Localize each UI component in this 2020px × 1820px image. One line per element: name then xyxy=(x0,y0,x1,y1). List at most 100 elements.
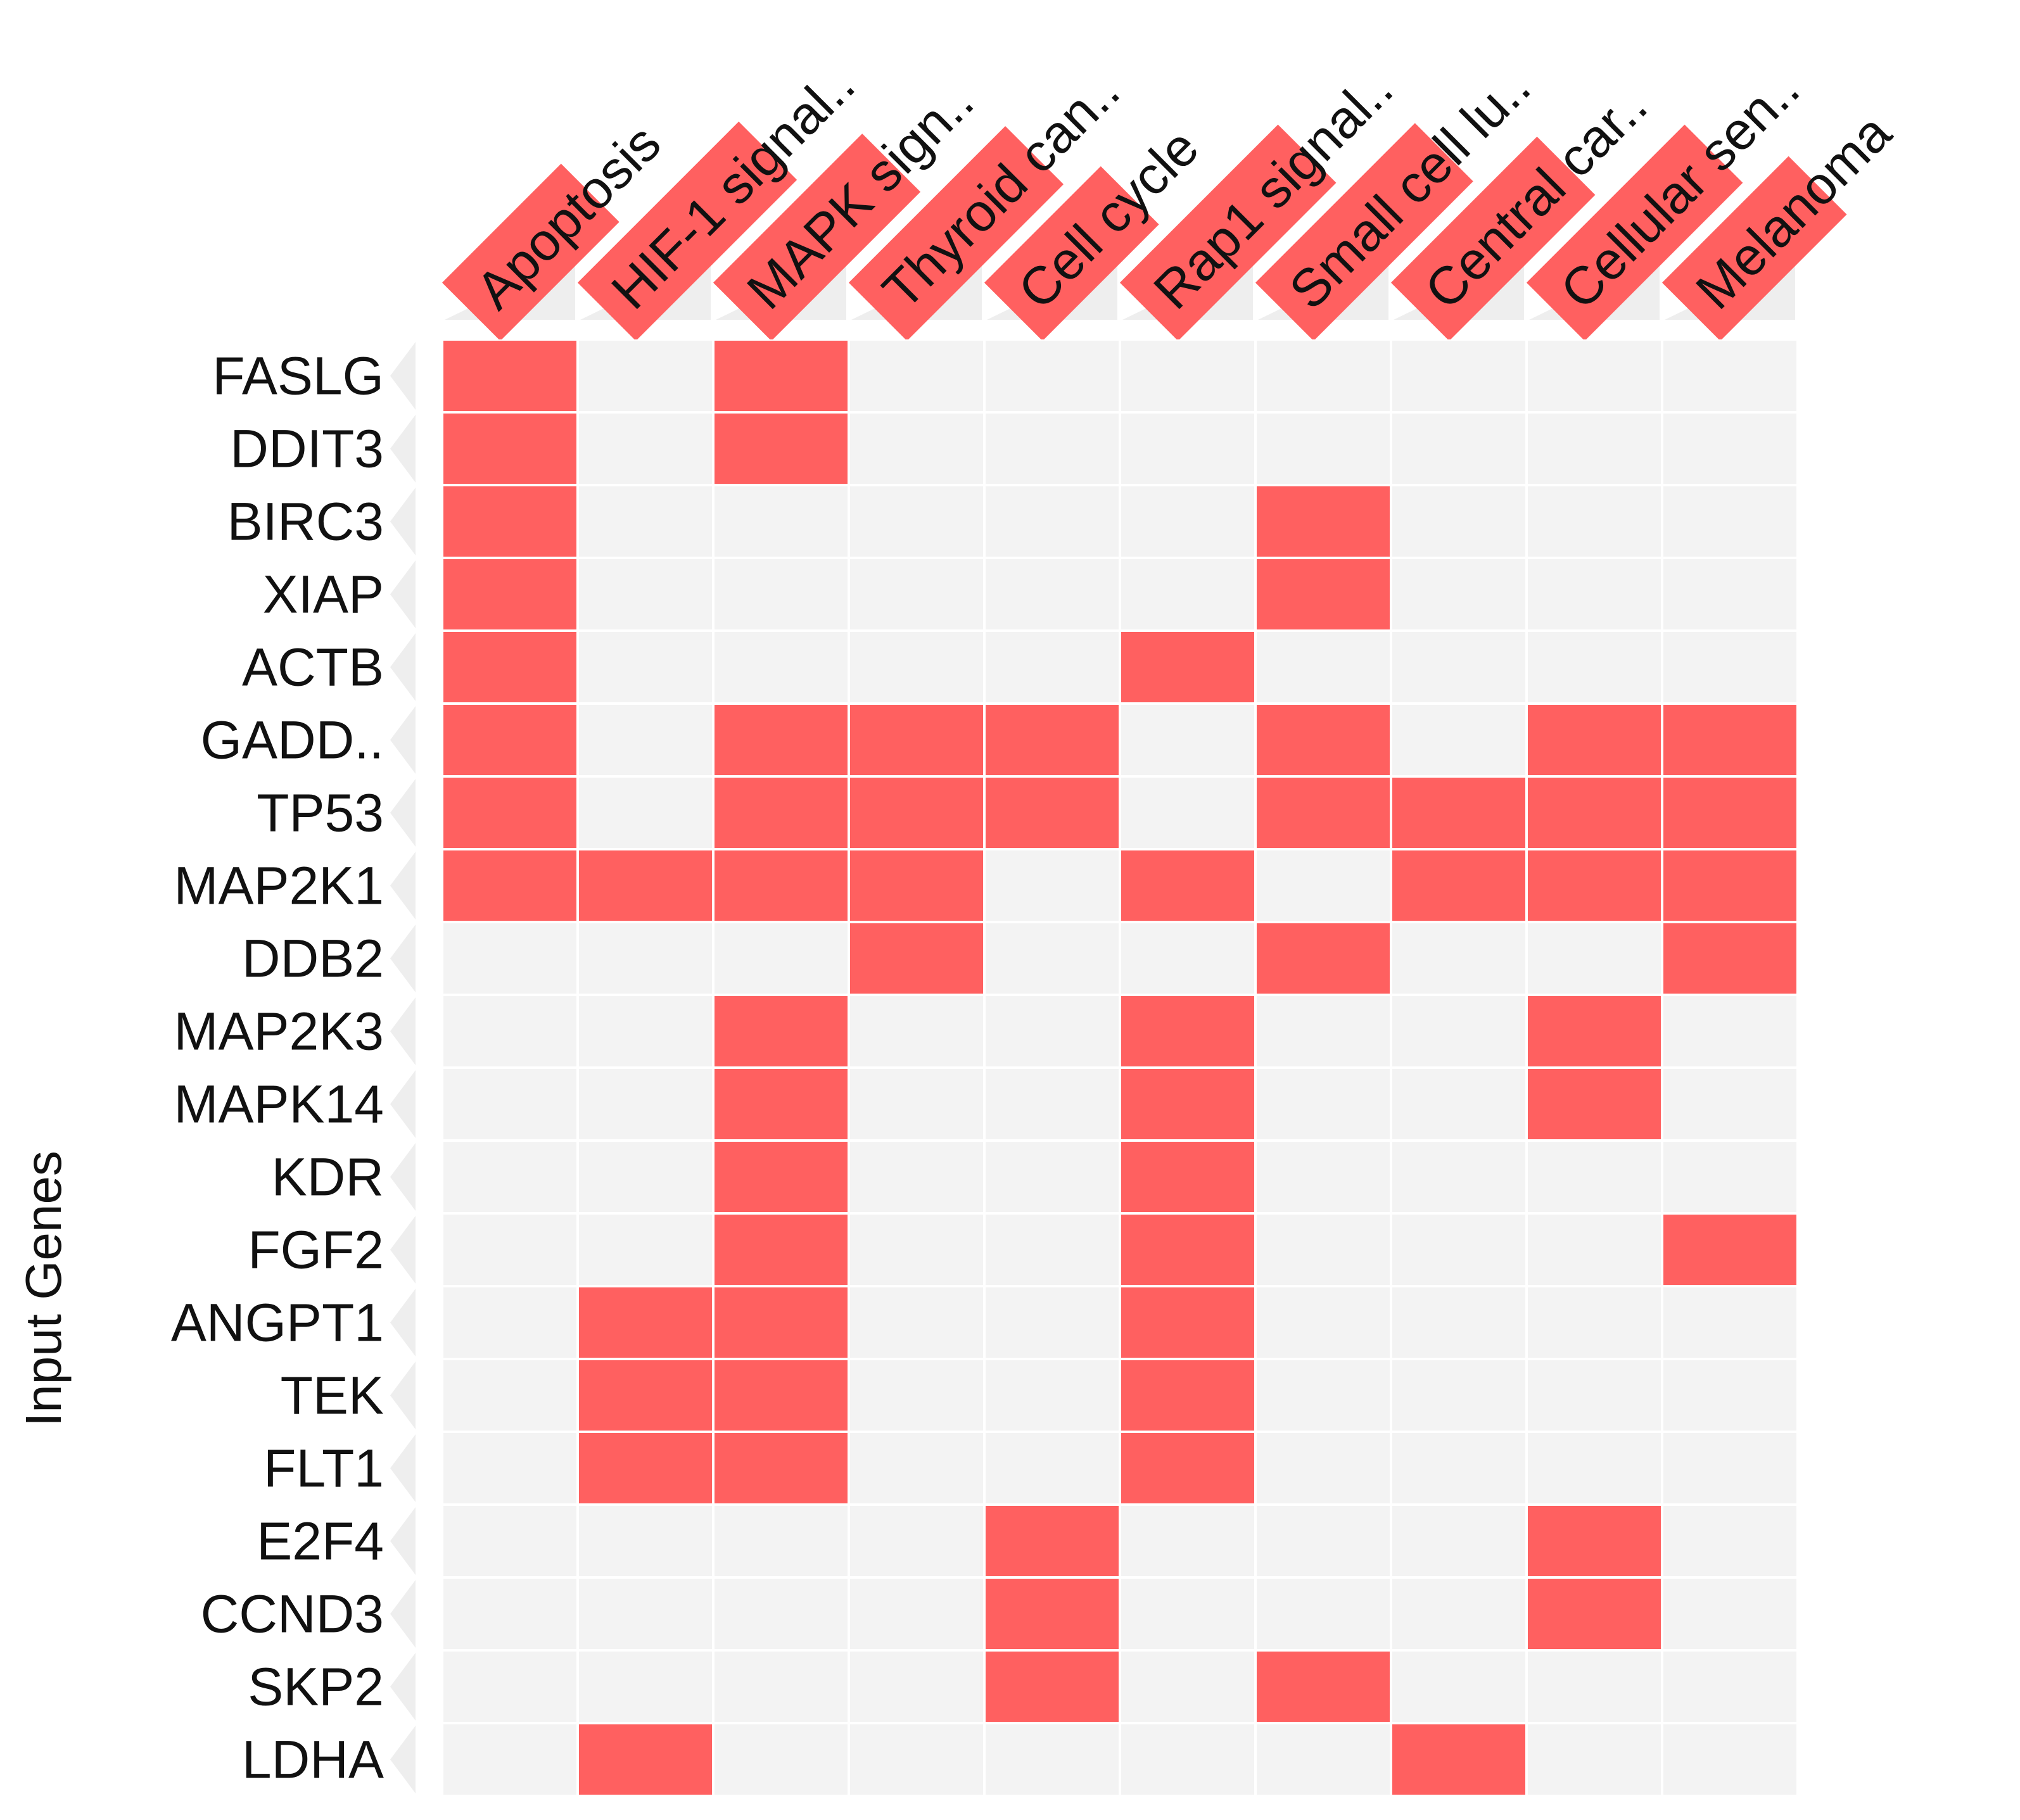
cell-on xyxy=(579,1360,712,1431)
cell-off xyxy=(1663,996,1796,1066)
cell-on xyxy=(1392,850,1525,921)
row-label: TEK xyxy=(281,1366,384,1425)
cell-off xyxy=(443,1142,576,1212)
row-label: LDHA xyxy=(242,1730,384,1790)
cell-on xyxy=(715,1433,848,1503)
row-label: ANGPT1 xyxy=(171,1293,384,1353)
cell-off xyxy=(850,1579,983,1649)
row-label-marker xyxy=(390,779,416,847)
cell-on xyxy=(1528,850,1661,921)
cell-on xyxy=(443,341,576,411)
cell-off xyxy=(1392,341,1525,411)
cell-on xyxy=(986,1652,1119,1722)
cell-on xyxy=(579,1287,712,1358)
cell-off xyxy=(443,1652,576,1722)
cell-off xyxy=(850,1360,983,1431)
cell-on xyxy=(1392,1724,1525,1795)
cell-on xyxy=(715,1360,848,1431)
cell-off xyxy=(579,778,712,848)
col-label-background xyxy=(1390,136,1596,341)
cell-off xyxy=(1528,1215,1661,1285)
cell-off xyxy=(850,559,983,629)
row-label-marker xyxy=(390,1507,416,1575)
cell-off xyxy=(1392,923,1525,994)
row-label-marker xyxy=(390,1143,416,1211)
row-label-marker xyxy=(390,1362,416,1429)
cell-off xyxy=(443,923,576,994)
cell-on xyxy=(1528,1069,1661,1139)
col-label-background xyxy=(441,163,619,341)
cell-off xyxy=(715,632,848,702)
cell-off xyxy=(1392,1579,1525,1649)
cell-on xyxy=(443,486,576,557)
cell-off xyxy=(1257,850,1390,921)
cell-on xyxy=(1121,1433,1254,1503)
cell-off xyxy=(1528,1433,1661,1503)
cell-off xyxy=(1121,414,1254,484)
cell-off xyxy=(1257,1360,1390,1431)
cell-off xyxy=(1528,632,1661,702)
cell-on xyxy=(715,1069,848,1139)
grid-background xyxy=(442,339,1798,1796)
cell-off xyxy=(986,414,1119,484)
cell-on xyxy=(1663,705,1796,775)
cell-on xyxy=(1528,1506,1661,1576)
row-label: MAP2K3 xyxy=(174,1002,384,1061)
cell-off xyxy=(1121,1579,1254,1649)
cell-off xyxy=(1528,486,1661,557)
cell-on xyxy=(1528,705,1661,775)
cell-on xyxy=(579,850,712,921)
cell-off xyxy=(1392,1069,1525,1139)
cell-off xyxy=(1392,1215,1525,1285)
cell-off xyxy=(579,1652,712,1722)
cell-off xyxy=(579,632,712,702)
cell-off xyxy=(1663,559,1796,629)
row-label-marker xyxy=(390,560,416,628)
cell-off xyxy=(986,1360,1119,1431)
cell-off xyxy=(579,559,712,629)
row-label-marker xyxy=(390,1580,416,1648)
cell-off xyxy=(1257,996,1390,1066)
cell-off xyxy=(715,1506,848,1576)
row-label-marker xyxy=(390,488,416,555)
col-label-background xyxy=(1526,124,1743,341)
cell-off xyxy=(1528,1360,1661,1431)
cell-off xyxy=(715,1724,848,1795)
cell-off xyxy=(986,1069,1119,1139)
row-label-marker xyxy=(390,706,416,774)
cell-on xyxy=(715,341,848,411)
row-label: FASLG xyxy=(212,346,384,406)
cell-on xyxy=(986,1579,1119,1649)
cell-off xyxy=(1663,486,1796,557)
cell-on xyxy=(1121,996,1254,1066)
row-label-marker xyxy=(390,633,416,701)
col-label-background xyxy=(577,122,797,341)
cell-off xyxy=(1257,1069,1390,1139)
cell-off xyxy=(986,850,1119,921)
heatmap-cells xyxy=(442,339,1798,1796)
cell-off xyxy=(579,923,712,994)
cell-off xyxy=(1121,1652,1254,1722)
cell-off xyxy=(1392,559,1525,629)
cell-off xyxy=(579,705,712,775)
cell-off xyxy=(1257,341,1390,411)
cell-on xyxy=(850,778,983,848)
cell-off xyxy=(1663,1652,1796,1722)
cell-on xyxy=(1121,850,1254,921)
cell-off xyxy=(1392,705,1525,775)
row-label: SKP2 xyxy=(248,1657,384,1717)
row-label-marker xyxy=(390,1070,416,1138)
cell-on xyxy=(1528,778,1661,848)
cell-off xyxy=(443,1069,576,1139)
cell-off xyxy=(850,414,983,484)
row-label: GADD.. xyxy=(201,711,384,770)
cell-off xyxy=(1257,1215,1390,1285)
cell-off xyxy=(1392,996,1525,1066)
cell-off xyxy=(579,1069,712,1139)
cell-off xyxy=(1528,1652,1661,1722)
cell-off xyxy=(443,1579,576,1649)
cell-on xyxy=(715,1287,848,1358)
cell-off xyxy=(850,341,983,411)
row-label: MAP2K1 xyxy=(174,856,384,916)
